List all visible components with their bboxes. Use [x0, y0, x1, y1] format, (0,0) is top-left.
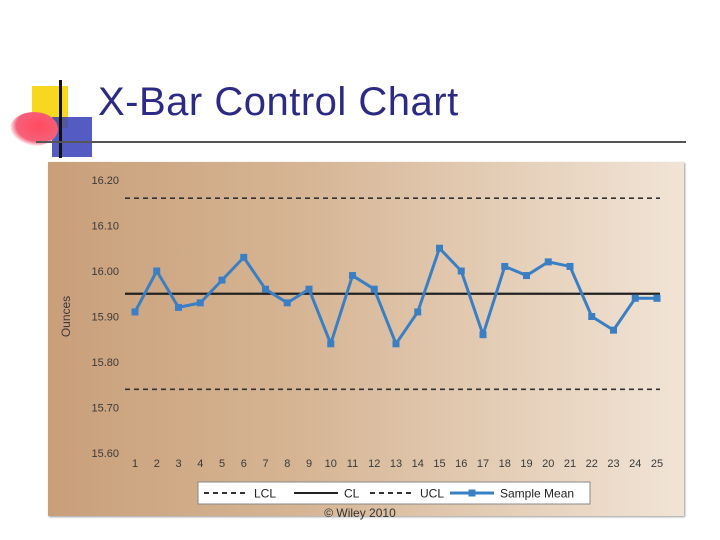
y-tick-label: 16.10 [91, 221, 119, 233]
sample-mean-point [544, 258, 552, 266]
x-tick-label: 25 [651, 458, 663, 470]
decor-blue-square [52, 117, 92, 157]
y-tick-label: 15.90 [91, 312, 119, 324]
sample-mean-point [196, 299, 204, 307]
legend-box [197, 481, 591, 505]
sample-mean-point [349, 272, 356, 280]
sample-mean-point [392, 340, 400, 348]
x-tick-label: 18 [499, 458, 511, 470]
sample-mean-line [133, 246, 657, 346]
x-tick-label: 11 [347, 458, 358, 470]
sample-mean-point [283, 299, 291, 307]
sample-mean-point [327, 340, 335, 348]
x-tick-label: 1 [132, 458, 138, 470]
sample-mean-point [370, 285, 378, 293]
sample-mean-point [131, 308, 139, 316]
slide-title: X-Bar Control Chart [98, 80, 459, 124]
sample-mean-point [436, 244, 443, 252]
y-tick-label: 15.80 [91, 357, 119, 369]
legend-label: CL [344, 487, 360, 501]
sample-mean-point [262, 285, 269, 293]
legend-label: LCL [254, 487, 276, 501]
xbar-control-chart: 15.60 15.70 15.80 15.90 16.00 16.10 16.20 Ounce… [59, 175, 663, 505]
x-tick-label: 9 [306, 458, 312, 470]
x-tick-label: 19 [520, 458, 532, 470]
sample-mean-point [305, 285, 313, 293]
sample-mean-point [414, 308, 422, 316]
y-tick-label: 15.70 [91, 403, 119, 415]
sample-mean-point [523, 272, 530, 280]
sample-mean-point [457, 267, 465, 275]
x-tick-label: 21 [564, 458, 576, 470]
sample-mean-point [479, 331, 487, 339]
sample-mean-point [566, 262, 574, 270]
sample-mean-point [610, 326, 617, 334]
x-tick-label: 14 [412, 458, 424, 470]
x-tick-label: 20 [542, 458, 554, 470]
x-tick-label: 7 [262, 458, 268, 470]
x-tick-label: 15 [433, 458, 445, 470]
x-tick-label: 16 [455, 458, 467, 470]
sample-mean-point [631, 294, 639, 302]
x-tick-label: 12 [368, 458, 380, 470]
copyright-footer: © Wiley 2010 [324, 506, 396, 520]
y-tick-label: 16.20 [91, 175, 119, 187]
decor-red-blur [10, 112, 58, 146]
x-tick-label: 6 [241, 458, 247, 470]
x-tick-label: 23 [607, 458, 619, 470]
decor-vertical-line [59, 80, 62, 158]
sample-mean-point [653, 294, 661, 302]
sample-mean-point [218, 276, 226, 284]
sample-mean-point [588, 313, 596, 320]
legend-label: UCL [420, 487, 444, 501]
x-tick-label: 13 [390, 458, 402, 470]
x-tick-label: 17 [477, 458, 489, 470]
x-tick-label: 2 [154, 458, 160, 470]
x-tick-label: 10 [325, 458, 337, 470]
x-tick-label: 22 [586, 458, 598, 470]
y-tick-label: 16.00 [91, 266, 119, 278]
sample-mean-point [501, 262, 509, 270]
x-tick-label: 8 [284, 458, 290, 470]
x-tick-label: 5 [219, 458, 225, 470]
sample-mean-point [240, 253, 248, 261]
legend-label: Sample Mean [500, 487, 574, 501]
y-tick-label: 15.60 [91, 448, 119, 460]
sample-mean-point [175, 303, 182, 311]
y-axis-label: Ounces [59, 296, 73, 337]
x-tick-label: 3 [175, 458, 181, 470]
legend-marker [468, 489, 476, 497]
chart-panel: 15.60 15.70 15.80 15.90 16.00 16.10 16.20 Ounce… [48, 162, 684, 516]
x-tick-label: 4 [197, 458, 203, 470]
title-underline [36, 141, 686, 143]
sample-mean-point [153, 267, 161, 275]
x-tick-label: 24 [629, 458, 641, 470]
